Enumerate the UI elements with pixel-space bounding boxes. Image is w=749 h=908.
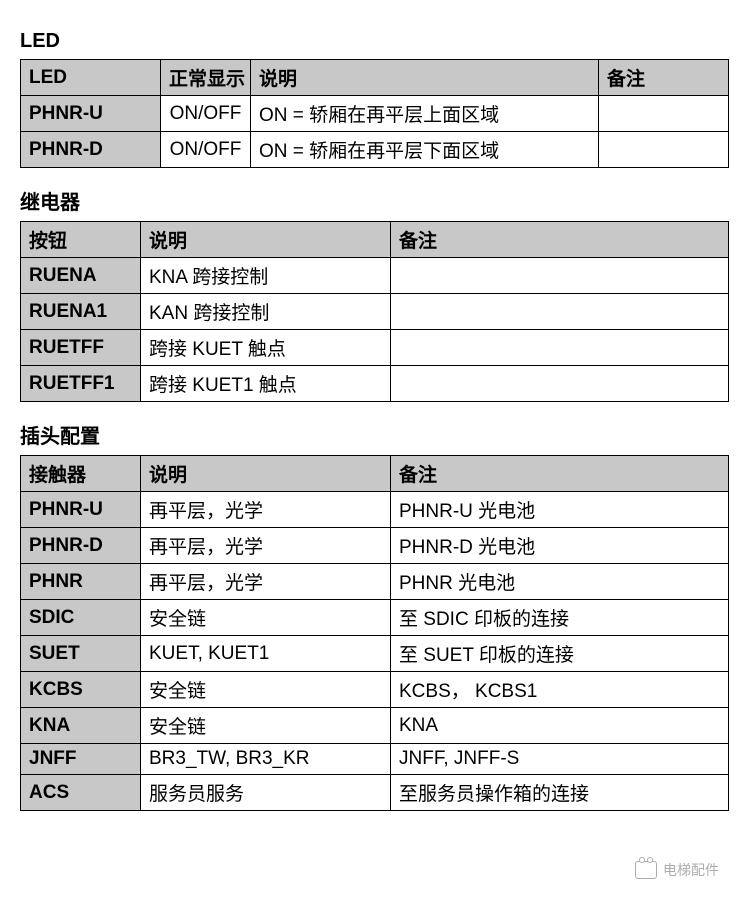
table-header-row: LED 正常显示 说明 备注 (21, 60, 729, 96)
table-row: PHNR-D再平层，光学PHNR-D 光电池 (21, 528, 729, 564)
cell-label: RUENA (21, 258, 141, 294)
table-led: LED 正常显示 说明 备注 PHNR-U ON/OFF ON = 轿厢在再平层… (20, 59, 729, 168)
cell-label: KNA (21, 708, 141, 744)
cell: 服务员服务 (141, 775, 391, 811)
cell-label: PHNR-U (21, 492, 141, 528)
table-row: PHNR-U ON/OFF ON = 轿厢在再平层上面区域 (21, 96, 729, 132)
cell-label: RUETFF1 (21, 366, 141, 402)
section-title-led: LED (20, 30, 729, 53)
section-title-plug: 插头配置 (20, 420, 729, 449)
col-desc: 说明 (251, 60, 599, 96)
cell: PHNR-U 光电池 (391, 492, 729, 528)
table-row: RUETFF1 跨接 KUET1 触点 (21, 366, 729, 402)
table-relay: 按钮 说明 备注 RUENA KNA 跨接控制 RUENA1 KAN 跨接控制 … (20, 221, 729, 402)
cell-label: PHNR-D (21, 528, 141, 564)
col-remark: 备注 (391, 222, 729, 258)
cell: 跨接 KUET 触点 (141, 330, 391, 366)
cell: JNFF, JNFF-S (391, 744, 729, 775)
table-row: PHNR-D ON/OFF ON = 轿厢在再平层下面区域 (21, 132, 729, 168)
cell: ON = 轿厢在再平层上面区域 (251, 96, 599, 132)
table-header-row: 按钮 说明 备注 (21, 222, 729, 258)
cell: BR3_TW, BR3_KR (141, 744, 391, 775)
cell-label: SUET (21, 636, 141, 672)
table-header-row: 接触器 说明 备注 (21, 456, 729, 492)
cell: 安全链 (141, 672, 391, 708)
col-button: 按钮 (21, 222, 141, 258)
table-row: PHNR-U再平层，光学PHNR-U 光电池 (21, 492, 729, 528)
cell (391, 330, 729, 366)
cell (599, 96, 729, 132)
col-normal: 正常显示 (161, 60, 251, 96)
cell: ON/OFF (161, 96, 251, 132)
table-row: KCBS安全链KCBS， KCBS1 (21, 672, 729, 708)
cell: PHNR 光电池 (391, 564, 729, 600)
table-row: RUENA KNA 跨接控制 (21, 258, 729, 294)
cell-label: PHNR (21, 564, 141, 600)
table-row: PHNR再平层，光学PHNR 光电池 (21, 564, 729, 600)
cell: KNA 跨接控制 (141, 258, 391, 294)
cell-label: PHNR-D (21, 132, 161, 168)
cell (391, 294, 729, 330)
table-row: KNA安全链KNA (21, 708, 729, 744)
table-row: RUETFF 跨接 KUET 触点 (21, 330, 729, 366)
cell-label: RUENA1 (21, 294, 141, 330)
table-row: JNFFBR3_TW, BR3_KRJNFF, JNFF-S (21, 744, 729, 775)
cell (599, 132, 729, 168)
cell: 跨接 KUET1 触点 (141, 366, 391, 402)
cell: 再平层，光学 (141, 492, 391, 528)
cell-label: SDIC (21, 600, 141, 636)
cell: KNA (391, 708, 729, 744)
table-row: RUENA1 KAN 跨接控制 (21, 294, 729, 330)
col-desc: 说明 (141, 222, 391, 258)
cell: 至服务员操作箱的连接 (391, 775, 729, 811)
cell (391, 258, 729, 294)
cell: ON = 轿厢在再平层下面区域 (251, 132, 599, 168)
table-row: SDIC安全链至 SDIC 印板的连接 (21, 600, 729, 636)
cell: ON/OFF (161, 132, 251, 168)
table-row: ACS服务员服务至服务员操作箱的连接 (21, 775, 729, 811)
table-row: SUETKUET, KUET1至 SUET 印板的连接 (21, 636, 729, 672)
cell-label: KCBS (21, 672, 141, 708)
cell: 再平层，光学 (141, 564, 391, 600)
wechat-icon (635, 861, 657, 879)
cell-label: RUETFF (21, 330, 141, 366)
watermark: 电梯配件 (635, 860, 719, 880)
cell-label: PHNR-U (21, 96, 161, 132)
col-desc: 说明 (141, 456, 391, 492)
col-contactor: 接触器 (21, 456, 141, 492)
cell: KAN 跨接控制 (141, 294, 391, 330)
cell: KCBS， KCBS1 (391, 672, 729, 708)
table-plug: 接触器 说明 备注 PHNR-U再平层，光学PHNR-U 光电池 PHNR-D再… (20, 455, 729, 811)
cell: KUET, KUET1 (141, 636, 391, 672)
cell: 安全链 (141, 708, 391, 744)
section-title-relay: 继电器 (20, 186, 729, 215)
cell: PHNR-D 光电池 (391, 528, 729, 564)
col-remark: 备注 (599, 60, 729, 96)
cell (391, 366, 729, 402)
col-led: LED (21, 60, 161, 96)
cell: 至 SUET 印板的连接 (391, 636, 729, 672)
cell: 再平层，光学 (141, 528, 391, 564)
cell: 安全链 (141, 600, 391, 636)
watermark-text: 电梯配件 (663, 860, 719, 880)
cell: 至 SDIC 印板的连接 (391, 600, 729, 636)
col-remark: 备注 (391, 456, 729, 492)
cell-label: JNFF (21, 744, 141, 775)
cell-label: ACS (21, 775, 141, 811)
